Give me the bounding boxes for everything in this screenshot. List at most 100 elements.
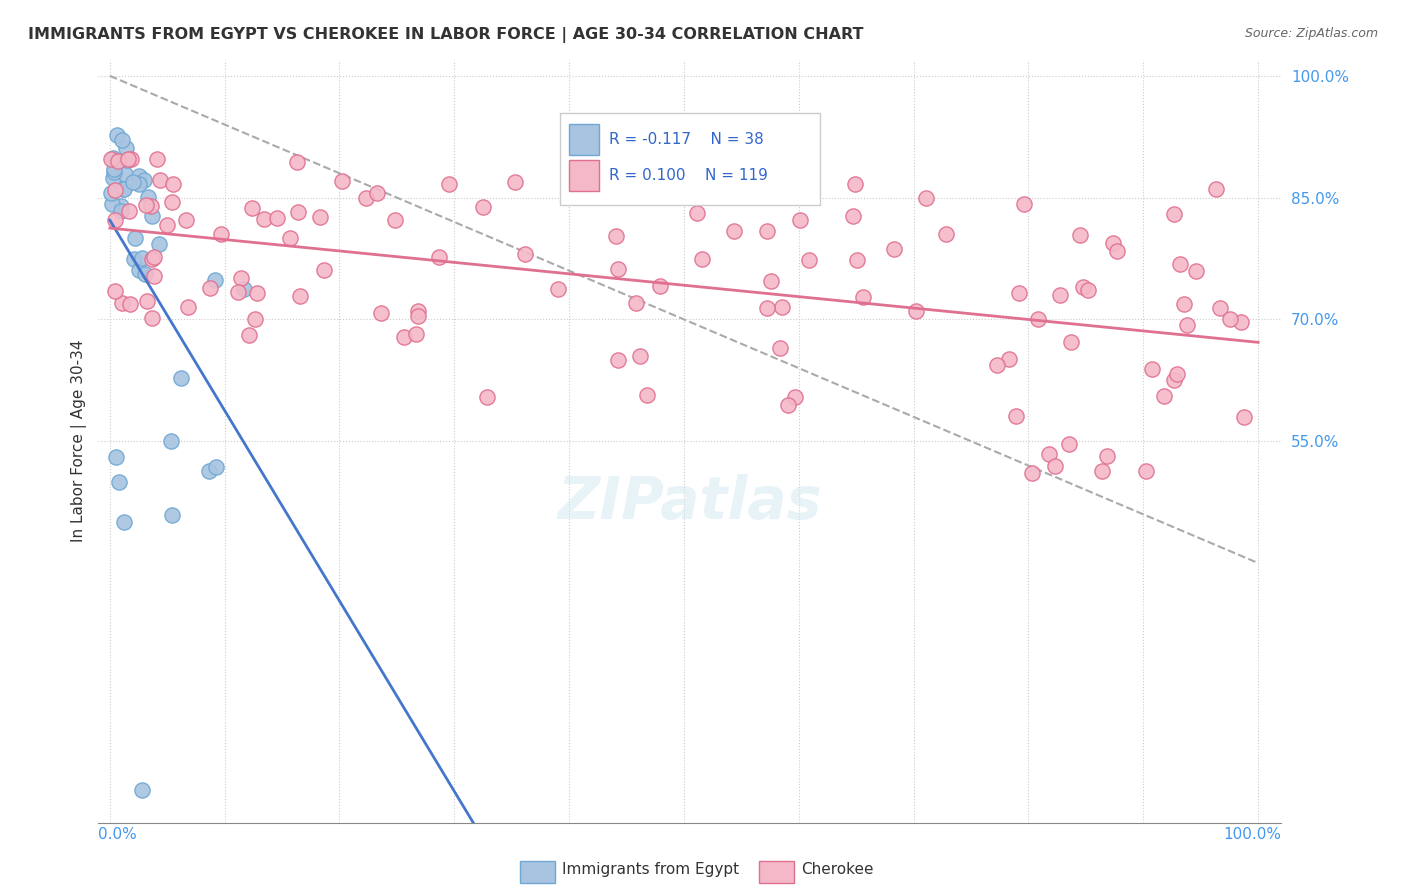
Point: [160, 434, 183, 449]
Point: [162, 508, 184, 522]
Point: [112, 516, 135, 530]
Point: [852, 289, 875, 303]
Point: [134, 267, 156, 281]
Point: [155, 218, 177, 232]
Text: Cherokee: Cherokee: [801, 863, 875, 877]
Text: ZIPatlas: ZIPatlas: [557, 474, 823, 531]
Point: [134, 172, 156, 186]
FancyBboxPatch shape: [569, 125, 599, 155]
Point: [475, 390, 498, 404]
Point: [136, 190, 159, 204]
Point: [915, 191, 938, 205]
Point: [883, 242, 905, 256]
Point: [769, 341, 792, 355]
Point: [105, 128, 128, 143]
Point: [141, 310, 163, 325]
Point: [366, 186, 388, 200]
Point: [198, 281, 221, 295]
Point: [841, 209, 863, 223]
Point: [287, 154, 309, 169]
Point: [141, 252, 163, 266]
Point: [756, 301, 779, 316]
Point: [1175, 318, 1198, 332]
Text: R = -0.117    N = 38: R = -0.117 N = 38: [609, 132, 763, 147]
Point: [370, 306, 392, 320]
Point: [143, 269, 166, 284]
Point: [278, 230, 301, 244]
Point: [755, 224, 778, 238]
Point: [505, 175, 527, 189]
Point: [610, 183, 633, 197]
Point: [547, 282, 569, 296]
Point: [162, 177, 184, 191]
Point: [131, 251, 153, 265]
Point: [104, 213, 127, 227]
Point: [515, 247, 537, 261]
Point: [1219, 312, 1241, 326]
Point: [111, 182, 134, 196]
Point: [1163, 207, 1185, 221]
Point: [770, 300, 793, 314]
Point: [117, 152, 139, 166]
Point: [1021, 466, 1043, 480]
Point: [232, 283, 254, 297]
Text: Immigrants from Egypt: Immigrants from Egypt: [562, 863, 740, 877]
Point: [1060, 334, 1083, 349]
Point: [118, 297, 141, 311]
Point: [111, 295, 134, 310]
Point: [392, 330, 415, 344]
Point: [104, 450, 127, 465]
Point: [437, 177, 460, 191]
Point: [131, 783, 153, 797]
Point: [103, 162, 125, 177]
Point: [330, 174, 353, 188]
Point: [246, 286, 269, 301]
Point: [1038, 447, 1060, 461]
Point: [135, 294, 157, 309]
Point: [115, 153, 138, 167]
Point: [112, 181, 135, 195]
Point: [204, 273, 226, 287]
Point: [723, 224, 745, 238]
Point: [1140, 362, 1163, 376]
Point: [110, 204, 132, 219]
Point: [606, 353, 628, 368]
Point: [427, 250, 450, 264]
Point: [1166, 367, 1188, 381]
Point: [114, 167, 136, 181]
Point: [408, 304, 430, 318]
Point: [986, 358, 1008, 372]
Point: [1049, 287, 1071, 301]
Point: [107, 153, 129, 168]
Point: [1135, 464, 1157, 478]
Point: [120, 152, 142, 166]
Point: [104, 183, 127, 197]
Point: [785, 390, 807, 404]
Point: [1107, 244, 1129, 258]
Text: Source: ZipAtlas.com: Source: ZipAtlas.com: [1244, 27, 1378, 40]
Point: [100, 186, 122, 200]
Point: [111, 133, 134, 147]
Point: [103, 151, 125, 165]
Point: [240, 202, 263, 216]
Point: [628, 349, 651, 363]
Point: [118, 204, 141, 219]
Point: [110, 199, 132, 213]
Point: [100, 152, 122, 166]
Point: [1153, 389, 1175, 403]
Point: [605, 229, 627, 244]
Point: [1012, 197, 1035, 211]
Point: [1008, 286, 1031, 301]
Point: [1069, 227, 1091, 242]
Point: [103, 284, 125, 298]
Point: [121, 175, 143, 189]
Point: [141, 209, 163, 223]
Point: [844, 177, 866, 191]
Point: [229, 270, 252, 285]
Point: [143, 250, 166, 264]
Point: [799, 253, 821, 268]
Point: [309, 210, 332, 224]
Point: [128, 169, 150, 184]
Point: [1205, 181, 1227, 195]
Point: [103, 164, 125, 178]
